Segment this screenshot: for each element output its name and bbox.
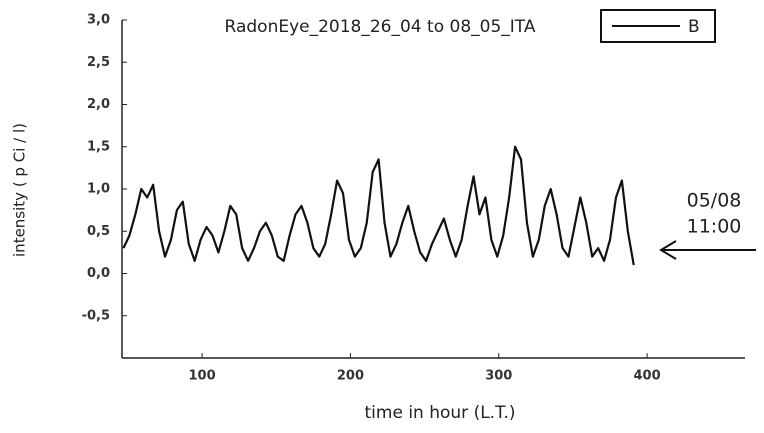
- y-tick-label: 1,0: [87, 182, 110, 197]
- y-axis-label: intensity ( p Ci / l): [11, 123, 29, 257]
- x-tick-label: 300: [485, 369, 512, 384]
- chart-title: RadonEye_2018_26_04 to 08_05_ITA: [225, 17, 536, 37]
- x-tick-label: 200: [337, 369, 364, 384]
- legend-label: B: [688, 17, 700, 37]
- annotation: 11:00: [687, 216, 742, 238]
- y-tick-label: 0,5: [87, 224, 110, 239]
- y-tick-label: -0,5: [82, 308, 110, 323]
- y-tick-label: 1,5: [87, 139, 110, 154]
- y-tick-label: 2,0: [87, 97, 110, 112]
- x-tick-label: 100: [189, 369, 216, 384]
- x-axis-label: time in hour (L.T.): [365, 403, 516, 423]
- y-tick-label: 3,0: [87, 13, 110, 28]
- annotation: 05/08: [687, 190, 742, 212]
- data-line: [122, 145, 635, 266]
- annotation-arrow-head: [659, 240, 677, 260]
- x-tick-label: 400: [634, 369, 661, 384]
- y-tick-label: 2,5: [87, 55, 110, 70]
- y-tick-label: 0,0: [87, 266, 110, 281]
